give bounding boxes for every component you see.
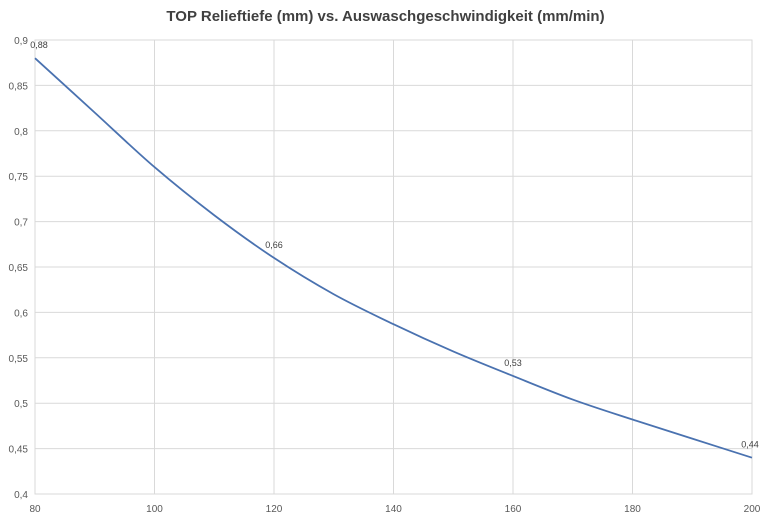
data-label: 0,44 xyxy=(741,440,759,450)
chart-title: TOP Relieftiefe (mm) vs. Auswaschgeschwi… xyxy=(166,8,605,25)
y-tick-label: 0,85 xyxy=(9,81,29,92)
series-line xyxy=(34,57,753,459)
x-tick-label: 80 xyxy=(29,504,41,515)
x-tick-label: 100 xyxy=(146,504,163,515)
x-tick-label: 140 xyxy=(385,504,402,515)
x-tick-label: 120 xyxy=(266,504,283,515)
y-tick-label: 0,4 xyxy=(14,490,28,501)
data-label: 0,88 xyxy=(30,40,48,50)
x-tick-label: 200 xyxy=(744,504,761,515)
y-tick-label: 0,6 xyxy=(14,308,28,319)
x-tick-label: 160 xyxy=(505,504,522,515)
y-tick-label: 0,7 xyxy=(14,218,28,229)
series xyxy=(34,57,753,459)
y-tick-label: 0,55 xyxy=(9,354,29,365)
x-tick-label: 180 xyxy=(624,504,641,515)
y-tick-label: 0,8 xyxy=(14,127,28,138)
grid xyxy=(34,39,753,495)
data-label: 0,53 xyxy=(504,358,522,368)
data-label: 0,66 xyxy=(265,240,283,250)
y-tick-label: 0,75 xyxy=(9,172,29,183)
y-tick-label: 0,9 xyxy=(14,36,28,47)
data-labels: 0,88 0,66 0,53 0,44 xyxy=(30,40,759,450)
axes: 0,4 0,45 0,5 0,55 0,6 0,65 0,7 0,75 0,8 0,85 0,9 80… xyxy=(9,36,761,515)
y-tick-label: 0,5 xyxy=(14,399,28,410)
y-tick-label: 0,45 xyxy=(9,445,29,456)
y-tick-label: 0,65 xyxy=(9,263,29,274)
